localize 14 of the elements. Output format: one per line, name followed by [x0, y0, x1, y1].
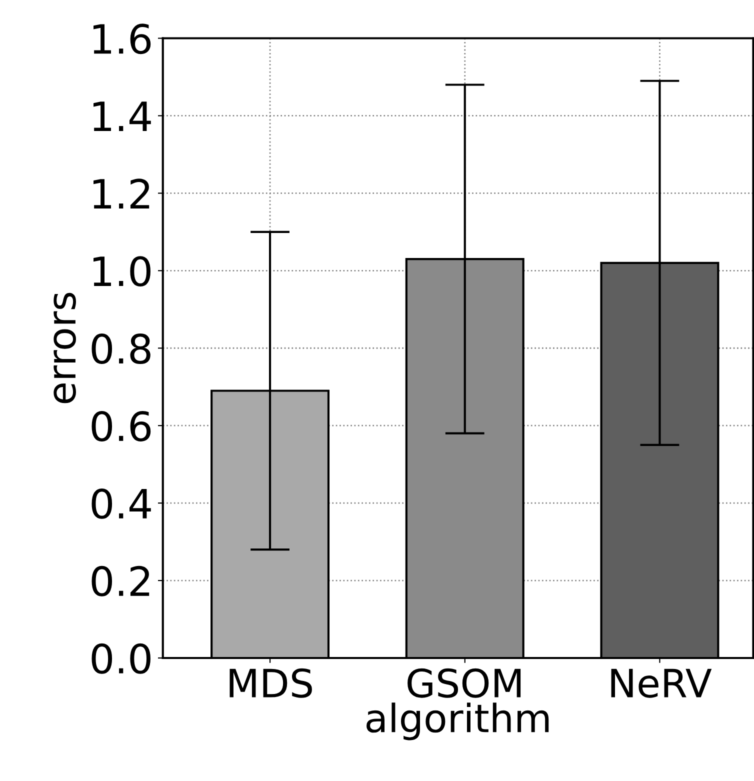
y-tick-label: 1.4	[94, 102, 151, 132]
x-tick-label: MDS	[230, 668, 312, 698]
y-axis-title: errors	[54, 292, 76, 404]
x-tick-label: GSOM	[408, 668, 521, 698]
y-tick-label: 0.2	[92, 566, 150, 596]
y-tick-label: 1.6	[94, 24, 151, 54]
y-tick-label: 0.6	[92, 411, 151, 442]
y-tick-label: 0.0	[92, 643, 150, 674]
y-tick-label: 1.2	[94, 178, 150, 208]
y-tick-label: 1.0	[94, 256, 150, 287]
x-axis-title: algorithm	[366, 702, 549, 740]
y-tick-label: 0.8	[92, 334, 150, 364]
x-tick-label: NeRV	[611, 668, 712, 698]
y-tick-label: 0.4	[92, 488, 151, 519]
